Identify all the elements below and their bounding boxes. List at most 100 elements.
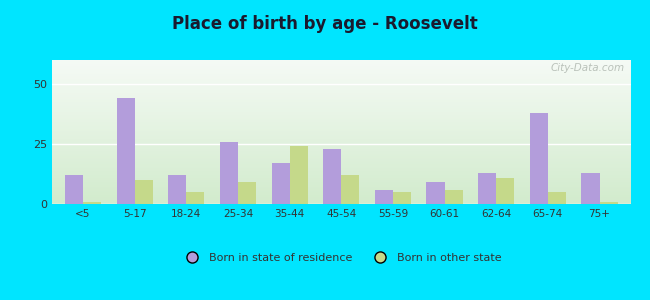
Bar <box>52 94 630 96</box>
Bar <box>52 121 630 122</box>
Bar <box>52 175 630 177</box>
Bar <box>52 141 630 142</box>
Bar <box>52 90 630 92</box>
Bar <box>52 77 630 79</box>
Bar <box>52 86 630 87</box>
Bar <box>52 157 630 158</box>
Bar <box>375 190 393 204</box>
Bar <box>290 146 307 204</box>
Bar <box>52 126 630 128</box>
Bar <box>52 74 630 76</box>
Bar <box>52 115 630 116</box>
Bar <box>52 148 630 149</box>
Bar <box>52 76 630 77</box>
Bar <box>52 85 630 86</box>
Bar <box>599 202 618 204</box>
Bar <box>52 149 630 151</box>
Bar <box>52 73 630 74</box>
Bar <box>52 190 630 191</box>
Bar <box>52 128 630 129</box>
Bar <box>52 134 630 135</box>
Bar <box>426 182 445 204</box>
Bar <box>187 192 204 204</box>
Bar <box>52 112 630 113</box>
Bar <box>393 192 411 204</box>
Bar <box>83 202 101 204</box>
Bar <box>52 155 630 157</box>
Bar <box>52 64 630 66</box>
Bar <box>52 60 630 61</box>
Bar <box>52 165 630 166</box>
Bar <box>52 195 630 197</box>
Bar <box>52 89 630 90</box>
Bar <box>52 138 630 139</box>
Bar <box>52 198 630 200</box>
Bar <box>52 168 630 170</box>
Bar <box>52 177 630 178</box>
Bar <box>52 125 630 126</box>
Bar <box>52 63 630 64</box>
Bar <box>52 171 630 172</box>
Bar <box>52 158 630 159</box>
Bar <box>52 179 630 181</box>
Bar <box>52 145 630 146</box>
Bar <box>52 151 630 152</box>
Bar <box>52 143 630 145</box>
Bar <box>52 162 630 164</box>
Bar <box>52 159 630 161</box>
Bar <box>52 122 630 123</box>
Bar <box>65 175 83 204</box>
Bar <box>52 193 630 194</box>
Bar <box>52 188 630 190</box>
Bar <box>52 113 630 115</box>
Bar <box>52 197 630 198</box>
Bar <box>52 87 630 89</box>
Bar <box>52 110 630 112</box>
Bar <box>52 135 630 136</box>
Bar <box>168 175 187 204</box>
Bar <box>52 123 630 125</box>
Text: City-Data.com: City-Data.com <box>551 63 625 73</box>
Bar <box>52 105 630 106</box>
Bar <box>52 172 630 174</box>
Bar <box>116 98 135 204</box>
Text: Place of birth by age - Roosevelt: Place of birth by age - Roosevelt <box>172 15 478 33</box>
Bar <box>52 92 630 93</box>
Bar <box>478 173 496 204</box>
Bar <box>52 61 630 63</box>
Bar <box>52 184 630 185</box>
Bar <box>52 109 630 110</box>
Bar <box>548 192 566 204</box>
Bar <box>52 70 630 71</box>
Bar <box>52 194 630 195</box>
Bar <box>52 69 630 70</box>
Bar <box>52 161 630 162</box>
Bar <box>52 139 630 141</box>
Bar <box>52 130 630 132</box>
Bar <box>52 107 630 109</box>
Bar <box>52 102 630 103</box>
Bar <box>52 191 630 193</box>
Bar <box>52 174 630 175</box>
Bar <box>52 118 630 119</box>
Bar <box>238 182 256 204</box>
Bar <box>52 169 630 171</box>
Bar <box>52 136 630 138</box>
Bar <box>341 175 359 204</box>
Bar <box>52 154 630 155</box>
Bar <box>52 132 630 134</box>
Bar <box>52 67 630 69</box>
Bar <box>530 113 548 204</box>
Bar <box>52 71 630 73</box>
Bar <box>52 116 630 118</box>
Bar <box>445 190 463 204</box>
Bar <box>272 163 290 204</box>
Bar <box>52 103 630 105</box>
Bar <box>52 98 630 99</box>
Bar <box>52 106 630 107</box>
Bar <box>52 80 630 82</box>
Bar <box>52 201 630 202</box>
Bar <box>135 180 153 204</box>
Bar <box>52 83 630 85</box>
Bar <box>52 119 630 121</box>
